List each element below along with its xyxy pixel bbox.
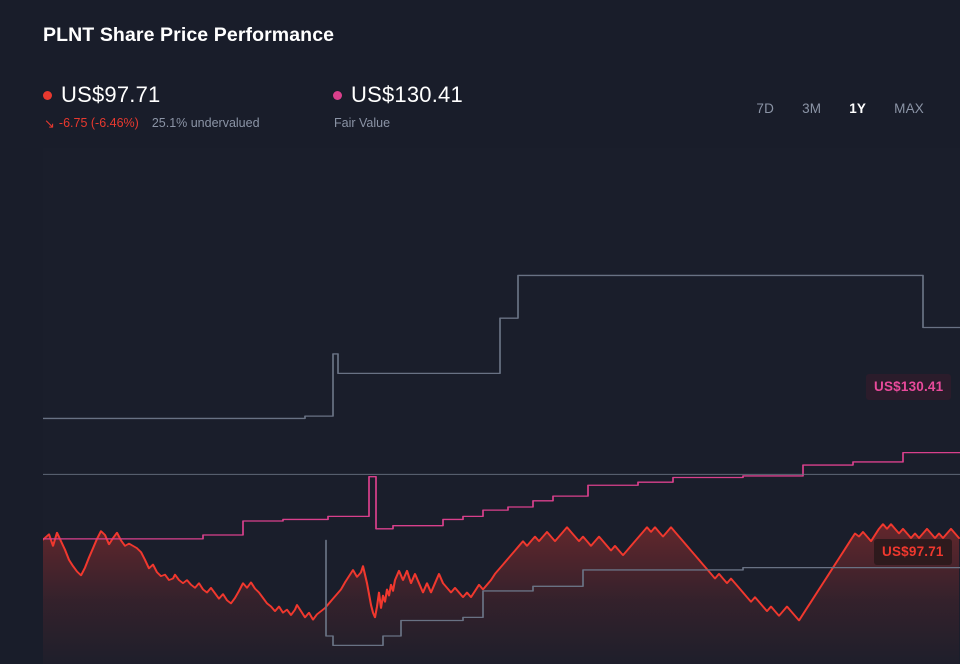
legend-share-price: US$97.71 ↘ -6.75 (-6.46%) 25.1% underval… bbox=[43, 82, 260, 130]
share-price-change: -6.75 (-6.46%) bbox=[58, 116, 139, 130]
range-tab-7d[interactable]: 7D bbox=[756, 101, 775, 116]
chart-line-analyst-price-target-low bbox=[325, 539, 960, 647]
price-chart[interactable] bbox=[43, 148, 960, 664]
chart-line-analyst-price-target-high bbox=[43, 274, 960, 420]
chart-line-fair-value bbox=[43, 451, 960, 540]
fair-value-value: US$130.41 bbox=[351, 82, 463, 107]
arrow-down-icon: ↘ bbox=[44, 115, 55, 131]
range-tab-max[interactable]: MAX bbox=[894, 101, 924, 116]
chart-line-share-price bbox=[43, 523, 960, 622]
share-price-marker-icon bbox=[43, 90, 52, 100]
range-tab-1y[interactable]: 1Y bbox=[849, 101, 867, 116]
fair-value-label: Fair Value bbox=[334, 116, 391, 130]
fair-value-marker-icon bbox=[333, 90, 342, 100]
legend-fair-value: US$130.41 Fair Value bbox=[333, 82, 463, 130]
fair-value-tag: US$130.41 bbox=[866, 374, 952, 400]
share-price-value: US$97.71 bbox=[61, 82, 161, 107]
page-title: PLNT Share Price Performance bbox=[43, 24, 335, 46]
chart-area-share-price bbox=[43, 524, 959, 664]
range-tab-3m[interactable]: 3M bbox=[802, 101, 822, 116]
chart-canvas bbox=[43, 274, 960, 664]
share-price-tag: US$97.71 bbox=[874, 539, 952, 565]
range-selector: 7D 3M 1Y MAX bbox=[742, 98, 938, 119]
legend: US$97.71 ↘ -6.75 (-6.46%) 25.1% underval… bbox=[43, 82, 693, 142]
valuation-status: 25.1% undervalued bbox=[151, 116, 260, 130]
